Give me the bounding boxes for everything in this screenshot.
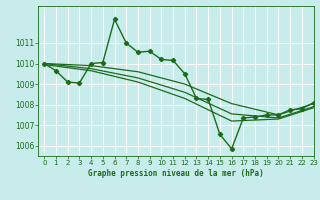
X-axis label: Graphe pression niveau de la mer (hPa): Graphe pression niveau de la mer (hPa)	[88, 169, 264, 178]
